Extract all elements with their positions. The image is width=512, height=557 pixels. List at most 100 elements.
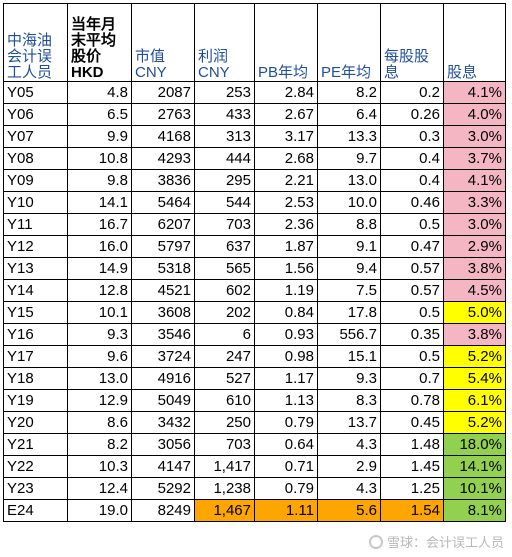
cell-yield[interactable]: 5.4% [443, 367, 506, 390]
cell-profit[interactable]: 637 [194, 235, 255, 258]
cell-label[interactable]: Y12 [3, 235, 68, 258]
cell-pe[interactable]: 10.0 [317, 191, 381, 214]
cell-market-cap[interactable]: 8249 [131, 499, 195, 522]
cell-pe[interactable]: 2.9 [317, 455, 381, 478]
cell-pe[interactable]: 17.8 [317, 301, 381, 324]
cell-market-cap[interactable]: 5292 [131, 477, 195, 500]
cell-market-cap[interactable]: 2087 [131, 81, 195, 104]
cell-yield[interactable]: 3.7% [443, 147, 506, 170]
cell-pe[interactable]: 4.3 [317, 477, 381, 500]
cell-label[interactable]: Y22 [3, 455, 68, 478]
cell-dps[interactable]: 0.2 [380, 81, 444, 104]
cell-yield[interactable]: 6.1% [443, 389, 506, 412]
cell-yield[interactable]: 5.2% [443, 345, 506, 368]
cell-dps[interactable]: 0.78 [380, 389, 444, 412]
cell-price[interactable]: 9.6 [67, 345, 132, 368]
cell-dps[interactable]: 1.48 [380, 433, 444, 456]
cell-pe[interactable]: 9.1 [317, 235, 381, 258]
cell-dps[interactable]: 1.54 [380, 499, 444, 522]
cell-yield[interactable]: 18.0% [443, 433, 506, 456]
cell-price[interactable]: 14.9 [67, 257, 132, 280]
cell-profit[interactable]: 253 [194, 81, 255, 104]
cell-market-cap[interactable]: 4916 [131, 367, 195, 390]
cell-pb[interactable]: 0.84 [254, 301, 318, 324]
cell-dps[interactable]: 0.46 [380, 191, 444, 214]
cell-profit[interactable]: 1,238 [194, 477, 255, 500]
cell-price[interactable]: 12.9 [67, 389, 132, 412]
cell-pe[interactable]: 5.6 [317, 499, 381, 522]
cell-profit[interactable]: 313 [194, 125, 255, 148]
cell-price[interactable]: 4.8 [67, 81, 132, 104]
cell-pb[interactable]: 2.21 [254, 169, 318, 192]
cell-market-cap[interactable]: 4293 [131, 147, 195, 170]
cell-pb[interactable]: 2.68 [254, 147, 318, 170]
cell-profit[interactable]: 433 [194, 103, 255, 126]
cell-label[interactable]: Y06 [3, 103, 68, 126]
cell-yield[interactable]: 4.1% [443, 169, 506, 192]
cell-market-cap[interactable]: 2763 [131, 103, 195, 126]
cell-pb[interactable]: 1.17 [254, 367, 318, 390]
header-pb[interactable]: PB年均 [254, 3, 318, 82]
cell-price[interactable]: 14.1 [67, 191, 132, 214]
header-dps[interactable]: 每股股息 [380, 3, 444, 82]
cell-pb[interactable]: 0.98 [254, 345, 318, 368]
cell-pb[interactable]: 0.79 [254, 411, 318, 434]
cell-market-cap[interactable]: 3056 [131, 433, 195, 456]
cell-market-cap[interactable]: 3432 [131, 411, 195, 434]
cell-pb[interactable]: 1.11 [254, 499, 318, 522]
cell-dps[interactable]: 0.5 [380, 301, 444, 324]
cell-profit[interactable]: 250 [194, 411, 255, 434]
cell-label[interactable]: Y07 [3, 125, 68, 148]
cell-yield[interactable]: 4.1% [443, 81, 506, 104]
cell-market-cap[interactable]: 5318 [131, 257, 195, 280]
cell-yield[interactable]: 5.0% [443, 301, 506, 324]
cell-dps[interactable]: 0.45 [380, 411, 444, 434]
cell-price[interactable]: 10.8 [67, 147, 132, 170]
cell-pe[interactable]: 13.3 [317, 125, 381, 148]
cell-price[interactable]: 8.6 [67, 411, 132, 434]
cell-yield[interactable]: 3.8% [443, 257, 506, 280]
cell-pb[interactable]: 0.79 [254, 477, 318, 500]
cell-dps[interactable]: 0.47 [380, 235, 444, 258]
cell-dps[interactable]: 0.7 [380, 367, 444, 390]
cell-yield[interactable]: 2.9% [443, 235, 506, 258]
cell-price[interactable]: 10.3 [67, 455, 132, 478]
cell-pb[interactable]: 0.64 [254, 433, 318, 456]
cell-market-cap[interactable]: 5797 [131, 235, 195, 258]
cell-pe[interactable]: 8.3 [317, 389, 381, 412]
cell-profit[interactable]: 703 [194, 433, 255, 456]
cell-label[interactable]: Y23 [3, 477, 68, 500]
cell-yield[interactable]: 10.1% [443, 477, 506, 500]
cell-pb[interactable]: 2.67 [254, 103, 318, 126]
cell-profit[interactable]: 527 [194, 367, 255, 390]
cell-dps[interactable]: 1.45 [380, 455, 444, 478]
cell-price[interactable]: 12.4 [67, 477, 132, 500]
cell-pe[interactable]: 13.0 [317, 169, 381, 192]
cell-market-cap[interactable]: 4168 [131, 125, 195, 148]
cell-dps[interactable]: 1.25 [380, 477, 444, 500]
cell-pb[interactable]: 2.36 [254, 213, 318, 236]
cell-price[interactable]: 9.3 [67, 323, 132, 346]
cell-dps[interactable]: 0.4 [380, 169, 444, 192]
cell-profit[interactable]: 1,467 [194, 499, 255, 522]
cell-dps[interactable]: 0.57 [380, 257, 444, 280]
cell-price[interactable]: 8.2 [67, 433, 132, 456]
cell-yield[interactable]: 3.8% [443, 323, 506, 346]
cell-pe[interactable]: 15.1 [317, 345, 381, 368]
cell-market-cap[interactable]: 6207 [131, 213, 195, 236]
cell-market-cap[interactable]: 3608 [131, 301, 195, 324]
cell-label[interactable]: E24 [3, 499, 68, 522]
cell-pb[interactable]: 1.13 [254, 389, 318, 412]
header-yield[interactable]: 股息 [443, 3, 506, 82]
cell-market-cap[interactable]: 3546 [131, 323, 195, 346]
cell-pb[interactable]: 1.87 [254, 235, 318, 258]
cell-label[interactable]: Y21 [3, 433, 68, 456]
cell-price[interactable]: 9.8 [67, 169, 132, 192]
cell-price[interactable]: 19.0 [67, 499, 132, 522]
cell-label[interactable]: Y16 [3, 323, 68, 346]
cell-price[interactable]: 6.5 [67, 103, 132, 126]
cell-label[interactable]: Y08 [3, 147, 68, 170]
cell-yield[interactable]: 4.5% [443, 279, 506, 302]
cell-label[interactable]: Y05 [3, 81, 68, 104]
cell-dps[interactable]: 0.57 [380, 279, 444, 302]
